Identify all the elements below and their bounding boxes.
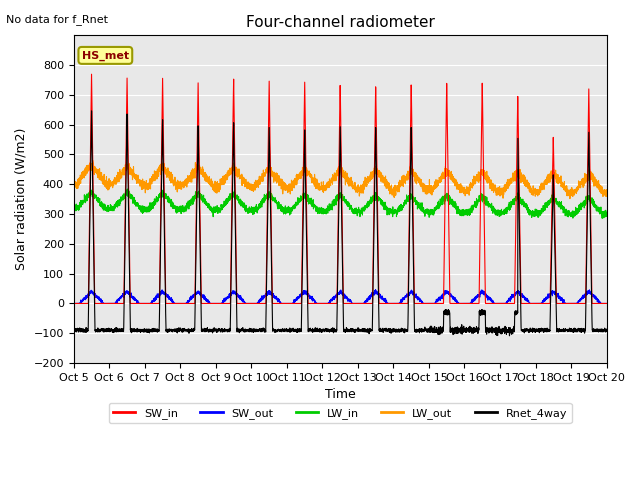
LW_in	[460, 212, 467, 218]
Rnet_4way	[602, 326, 610, 332]
Rnet_4way	[321, 328, 328, 334]
Rnet_4way	[70, 327, 77, 333]
LW_in	[166, 198, 173, 204]
X-axis label: Time: Time	[324, 388, 356, 401]
LW_out	[70, 179, 77, 185]
LW_out	[460, 190, 467, 196]
LW_in	[602, 213, 610, 219]
SW_out	[372, 287, 380, 293]
Text: No data for f_Rnet: No data for f_Rnet	[6, 14, 108, 25]
LW_out	[602, 192, 610, 198]
Line: Rnet_4way: Rnet_4way	[74, 111, 607, 336]
SW_out	[320, 300, 328, 306]
LW_in	[70, 203, 77, 208]
LW_in	[321, 207, 328, 213]
SW_in	[88, 72, 95, 77]
Line: LW_out: LW_out	[74, 160, 607, 199]
SW_in	[460, 300, 467, 306]
Rnet_4way	[166, 328, 173, 334]
LW_in	[490, 204, 497, 210]
Rnet_4way	[490, 327, 497, 333]
LW_out	[490, 184, 497, 190]
Rnet_4way	[460, 329, 467, 335]
Rnet_4way	[506, 333, 513, 339]
SW_in	[490, 300, 497, 306]
SW_in	[603, 300, 611, 306]
LW_in	[124, 186, 131, 192]
LW_in	[598, 216, 606, 221]
LW_out	[430, 186, 438, 192]
Line: SW_out: SW_out	[74, 290, 607, 303]
LW_in	[603, 214, 611, 219]
SW_in	[166, 300, 173, 306]
Y-axis label: Solar radiation (W/m2): Solar radiation (W/m2)	[15, 128, 28, 270]
SW_out	[602, 300, 610, 306]
LW_out	[566, 196, 574, 202]
SW_out	[460, 300, 467, 306]
Line: LW_in: LW_in	[74, 189, 607, 218]
SW_in	[430, 300, 438, 306]
LW_out	[603, 191, 611, 197]
LW_out	[89, 157, 97, 163]
LW_out	[321, 182, 328, 188]
SW_out	[490, 300, 497, 305]
SW_out	[430, 300, 438, 306]
SW_in	[602, 300, 610, 306]
Text: HS_met: HS_met	[82, 50, 129, 60]
SW_out	[70, 300, 77, 306]
Rnet_4way	[88, 108, 95, 114]
SW_in	[321, 300, 328, 306]
LW_in	[430, 208, 438, 214]
Rnet_4way	[430, 326, 438, 332]
SW_out	[166, 295, 173, 300]
Title: Four-channel radiometer: Four-channel radiometer	[246, 15, 435, 30]
Line: SW_in: SW_in	[74, 74, 607, 303]
SW_in	[70, 300, 77, 306]
LW_out	[166, 170, 173, 176]
Legend: SW_in, SW_out, LW_in, LW_out, Rnet_4way: SW_in, SW_out, LW_in, LW_out, Rnet_4way	[109, 403, 572, 423]
SW_out	[603, 300, 611, 306]
Rnet_4way	[603, 329, 611, 335]
